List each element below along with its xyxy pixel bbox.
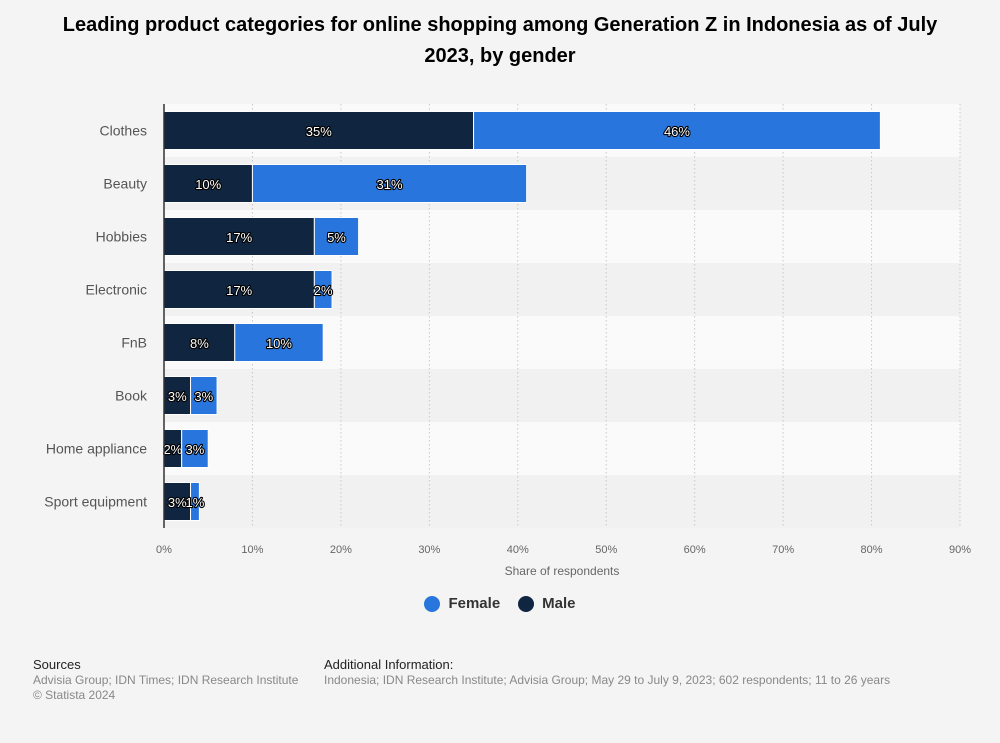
row-band (164, 475, 960, 528)
bar-male (163, 323, 236, 362)
category-label: Sport equipment (44, 494, 147, 510)
data-label: 3% (168, 495, 187, 510)
bar-female (313, 270, 333, 309)
bar-female (251, 164, 528, 203)
category-label: Electronic (86, 282, 147, 298)
legend-item-male[interactable]: Male (518, 595, 576, 612)
chart-title: Leading product categories for online sh… (62, 14, 938, 67)
legend-male-swatch (518, 595, 535, 612)
data-label: 2% (314, 283, 333, 298)
bar-female (190, 376, 218, 415)
row-band (164, 369, 960, 422)
additional-info-heading: Additional Information: (324, 657, 454, 672)
legend: Female Male (0, 595, 1000, 612)
category-label: Beauty (103, 176, 147, 192)
additional-info-block: Additional Information: Indonesia; IDN R… (324, 657, 890, 688)
bar-male (163, 270, 315, 309)
sources-block: Sources Advisia Group; IDN Times; IDN Re… (33, 657, 298, 703)
sources-heading: Sources (33, 657, 81, 672)
data-label: 35% (306, 124, 332, 139)
data-label: 10% (195, 177, 221, 192)
bar-female (181, 429, 209, 468)
x-tick-label: 50% (595, 544, 617, 556)
category-label: Clothes (100, 123, 147, 139)
bar-female (190, 482, 200, 521)
copyright-text: © Statista 2024 (33, 688, 116, 702)
x-axis-title: Share of respondents (505, 564, 620, 578)
x-tick-label: 70% (772, 544, 794, 556)
data-label: 5% (327, 230, 346, 245)
data-label: 3% (168, 389, 187, 404)
x-tick-label: 10% (241, 544, 263, 556)
additional-info-text: Indonesia; IDN Research Institute; Advis… (324, 673, 891, 687)
data-label: 2% (163, 442, 182, 457)
x-tick-label: 30% (418, 544, 440, 556)
data-label: 3% (194, 389, 213, 404)
data-label: 17% (226, 230, 252, 245)
data-label: 3% (186, 442, 205, 457)
data-label: 46% (664, 124, 690, 139)
data-label: 17% (226, 283, 252, 298)
legend-female-label: Female (448, 595, 501, 612)
legend-male-label: Male (542, 595, 576, 612)
x-tick-label: 0% (156, 544, 172, 556)
x-tick-label: 40% (507, 544, 529, 556)
category-label: Hobbies (96, 229, 147, 245)
category-label: FnB (121, 335, 147, 351)
data-label: 8% (190, 336, 209, 351)
x-tick-label: 90% (949, 544, 971, 556)
x-tick-label: 60% (684, 544, 706, 556)
data-label: 10% (266, 336, 292, 351)
bar-female (313, 217, 360, 256)
category-label: Book (115, 388, 148, 404)
data-label: 31% (377, 177, 403, 192)
bar-male (163, 482, 192, 521)
bar-female (473, 111, 881, 150)
bar-female (234, 323, 324, 362)
category-label: Home appliance (46, 441, 147, 457)
bar-male (163, 376, 192, 415)
sources-text: Advisia Group; IDN Times; IDN Research I… (33, 673, 299, 687)
data-label: 1% (186, 495, 205, 510)
bar-chart: 0% 10% 20% 30% 40% 50% 60% 70% 80% 90% Clothes 35% 4… (44, 104, 971, 578)
legend-item-female[interactable]: Female (424, 595, 500, 612)
x-tick-label: 80% (861, 544, 883, 556)
legend-female-swatch (424, 595, 441, 612)
x-tick-label: 20% (330, 544, 352, 556)
